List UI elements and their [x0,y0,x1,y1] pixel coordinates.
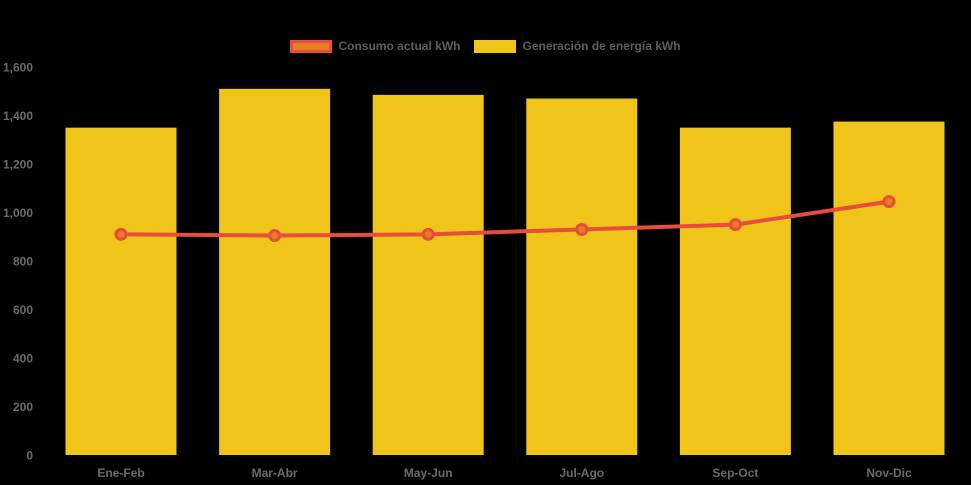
y-axis-tick-label: 1,000 [3,206,33,220]
y-axis-tick-label: 600 [13,303,33,317]
generacion-bar-swatch-icon [474,40,517,53]
consumo-point-marker[interactable] [882,195,896,209]
y-axis-tick-label: 800 [13,255,33,269]
consumo-line [119,199,891,238]
legend-label-generacion: Generación de energía kWh [522,39,681,53]
y-axis-tick-label: 1,200 [3,158,33,172]
legend-item-consumo[interactable]: Consumo actual kWh [290,40,460,53]
generacion-bar[interactable] [219,88,331,455]
y-axis-tick-label: 200 [13,400,33,414]
consumo-point-marker[interactable] [728,218,742,232]
x-axis-category-label: May-Jun [404,466,453,480]
generacion-bar[interactable] [526,98,638,456]
y-axis-tick-label: 1,600 [3,61,33,75]
generacion-bar[interactable] [65,127,177,455]
x-axis-category-label: Ene-Feb [97,466,144,480]
consumo-point-marker[interactable] [421,227,435,241]
x-axis-category-label: Nov-Dic [866,466,912,480]
consumo-point-marker[interactable] [575,222,589,236]
legend-item-generacion[interactable]: Generación de energía kWh [474,39,681,53]
consumo-point-marker[interactable] [268,229,282,243]
generacion-bar[interactable] [833,121,945,455]
legend-label-consumo: Consumo actual kWh [338,39,461,53]
consumo-point-marker[interactable] [114,227,128,241]
y-axis-tick-label: 0 [26,449,33,463]
x-axis-category-label: Mar-Abr [252,466,298,480]
legend: Consumo actual kWh Generación de energía… [0,40,971,53]
x-axis-category-label: Sep-Oct [712,466,758,480]
y-axis-tick-label: 400 [13,352,33,366]
x-axis-category-label: Jul-Ago [559,466,604,480]
generacion-bar[interactable] [679,127,791,455]
consumo-line-swatch-icon [290,40,333,53]
y-axis-tick-label: 1,400 [3,109,33,123]
generacion-bar[interactable] [372,94,484,455]
